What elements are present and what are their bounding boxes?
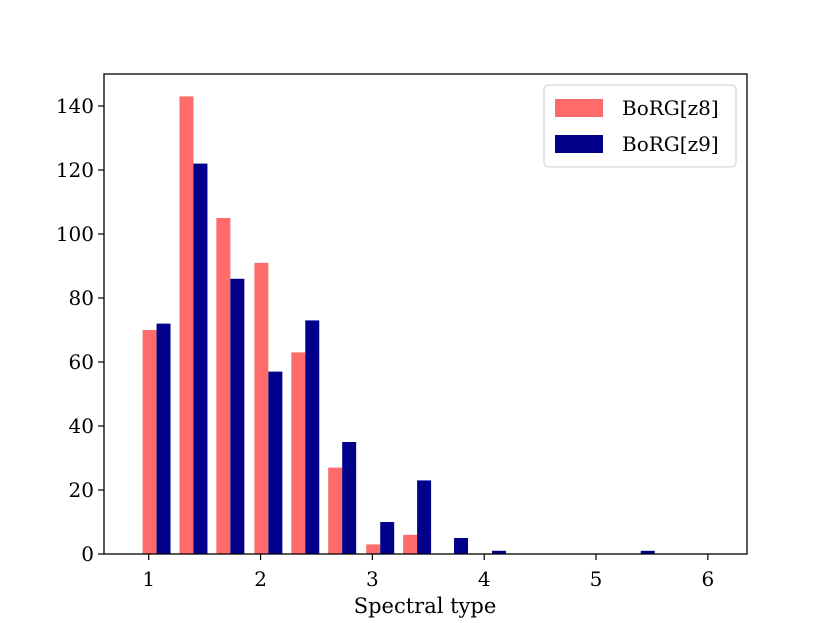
bar-series1-bin-5 (291, 352, 306, 554)
bar-series2-bin-14 (640, 550, 655, 554)
legend-label-2: BoRG[z9] (622, 132, 719, 156)
legend-swatch-2 (555, 135, 603, 153)
x-tick-label: 1 (142, 567, 155, 591)
bar-series1-bin-7 (366, 544, 381, 554)
bar-series1-bin-1 (142, 330, 157, 554)
y-tick-label: 0 (81, 542, 94, 566)
y-tick-label: 20 (69, 478, 94, 502)
bar-series2-bin-4 (268, 371, 283, 554)
bars-layer (142, 96, 655, 555)
bar-series2-bin-3 (230, 278, 245, 554)
y-tick-label: 100 (56, 222, 94, 246)
bar-series2-bin-6 (342, 442, 357, 554)
bar-series1-bin-3 (216, 218, 231, 554)
x-axis: 1 2 3 4 5 6 (142, 554, 714, 591)
x-tick-label: 6 (701, 567, 714, 591)
bar-series2-bin-9 (454, 538, 468, 554)
y-tick-label: 40 (69, 414, 94, 438)
bar-series2-bin-10 (492, 550, 507, 554)
legend-label-1: BoRG[z8] (622, 96, 719, 120)
bar-series1-bin-4 (254, 262, 269, 554)
y-axis: 0 20 40 60 80 100 120 140 (56, 94, 104, 566)
x-tick-label: 2 (254, 567, 267, 591)
x-axis-label: Spectral type (354, 594, 497, 618)
x-tick-label: 4 (478, 567, 491, 591)
bar-series2-bin-8 (417, 480, 432, 554)
plot-frame (103, 73, 748, 555)
x-tick-label: 3 (366, 567, 379, 591)
y-tick-label: 60 (69, 350, 94, 374)
bar-series1-bin-2 (179, 96, 194, 555)
bar-series2-bin-1 (156, 323, 171, 554)
bar-series2-bin-2 (193, 163, 208, 554)
legend-swatch-1 (555, 99, 603, 117)
x-tick-label: 5 (590, 567, 603, 591)
bar-series2-bin-7 (380, 522, 395, 554)
bar-series2-bin-5 (305, 320, 320, 554)
bar-series1-bin-8 (403, 534, 418, 554)
y-tick-label: 80 (69, 286, 94, 310)
bar-series1-bin-6 (328, 467, 343, 554)
y-tick-label: 140 (56, 94, 94, 118)
legend: BoRG[z8] BoRG[z9] (543, 84, 737, 168)
y-tick-label: 120 (56, 158, 94, 182)
